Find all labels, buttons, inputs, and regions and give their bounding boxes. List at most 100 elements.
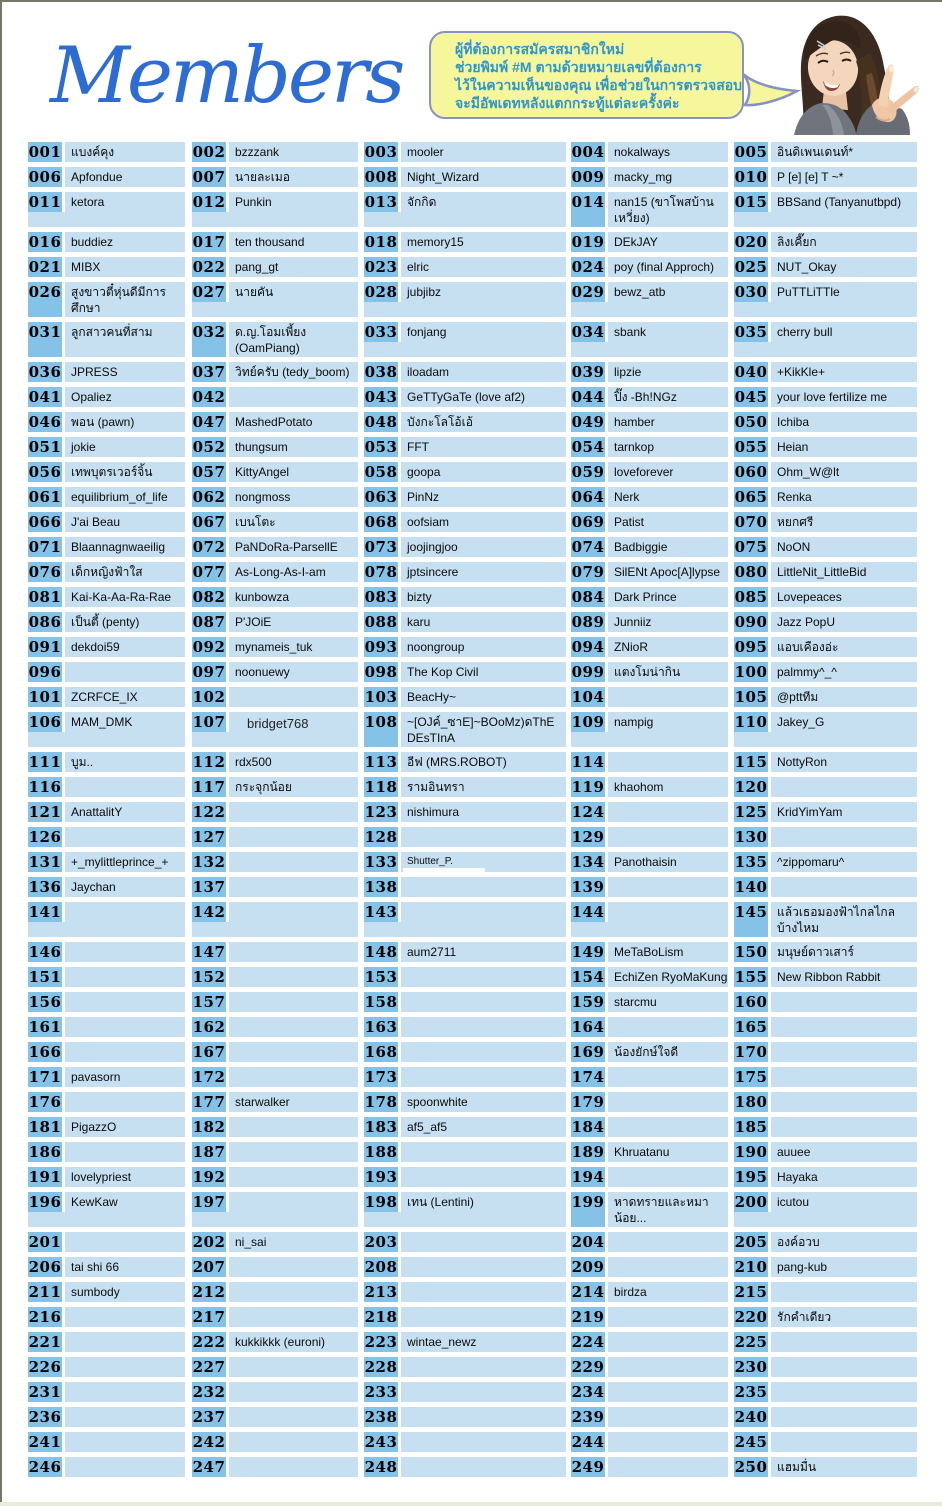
member-name: pavasorn bbox=[71, 1070, 121, 1084]
member-number: 052 bbox=[192, 437, 229, 457]
member-name: jubjibz bbox=[407, 285, 442, 299]
member-name: เทพบุตรเวอร์จิ้น bbox=[71, 465, 153, 479]
member-cell: 133 Shutter_P. bbox=[364, 852, 566, 872]
member-number: 236 bbox=[28, 1407, 65, 1427]
member-number: 140 bbox=[734, 877, 771, 897]
member-number: 084 bbox=[571, 587, 608, 607]
member-number: 128 bbox=[364, 827, 401, 847]
member-cell: 009 macky_mg bbox=[571, 167, 728, 187]
member-cell: 203 bbox=[364, 1232, 566, 1252]
member-name: starwalker bbox=[235, 1095, 290, 1109]
member-name: NottyRon bbox=[777, 755, 828, 769]
member-name: LittleNit_LittleBid bbox=[777, 565, 867, 579]
member-cell: 043 GeTTyGaTe (love af2) bbox=[364, 387, 566, 407]
member-cell: 057 KittyAngel bbox=[192, 462, 358, 482]
member-name: จักกิด bbox=[407, 195, 437, 209]
member-cell: 019 DEkJAY bbox=[571, 232, 728, 252]
member-cell: 029 bewz_atb bbox=[571, 282, 728, 317]
member-name: ketora bbox=[71, 195, 105, 209]
member-name: ลูกสาวคนที่สาม bbox=[71, 325, 153, 339]
member-name: อีฟ (MRS.ROBOT) bbox=[407, 755, 507, 769]
member-number: 188 bbox=[364, 1142, 401, 1162]
member-number: 162 bbox=[192, 1017, 229, 1037]
member-name bbox=[65, 1382, 185, 1402]
member-cell: 120 bbox=[734, 777, 917, 797]
member-number: 065 bbox=[734, 487, 771, 507]
member-number: 061 bbox=[28, 487, 65, 507]
member-name bbox=[608, 902, 728, 937]
member-name bbox=[608, 1257, 728, 1277]
member-name bbox=[65, 1042, 185, 1062]
member-number: 115 bbox=[734, 752, 771, 772]
member-number: 226 bbox=[28, 1357, 65, 1377]
member-number: 006 bbox=[28, 167, 65, 187]
brow-right bbox=[839, 51, 851, 55]
member-name bbox=[229, 1167, 358, 1187]
member-name: palmmy^_^ bbox=[777, 665, 837, 679]
member-name: birdza bbox=[614, 1285, 647, 1299]
member-cell: 013 จักกิด bbox=[364, 192, 566, 227]
member-name: @pttทีม bbox=[777, 690, 819, 704]
member-number: 040 bbox=[734, 362, 771, 382]
member-cell: 189 Khruatanu bbox=[571, 1142, 728, 1162]
member-number: 007 bbox=[192, 167, 229, 187]
member-name: บังกะโลโอ้เอ้ bbox=[407, 415, 473, 429]
member-name: Jaychan bbox=[71, 880, 116, 894]
member-cell: 200 icutou bbox=[734, 1192, 917, 1227]
member-name bbox=[771, 827, 917, 847]
member-name: บูม.. bbox=[71, 755, 94, 769]
member-name: ZCRFCE_IX bbox=[71, 690, 138, 704]
member-name: แอบเคืองอ่ะ bbox=[777, 640, 839, 654]
member-number: 049 bbox=[571, 412, 608, 432]
member-number: 101 bbox=[28, 687, 65, 707]
member-name bbox=[401, 1382, 566, 1402]
member-name bbox=[65, 967, 185, 987]
member-name: rdx500 bbox=[235, 755, 272, 769]
member-name bbox=[401, 1257, 566, 1277]
bangs bbox=[803, 20, 861, 61]
member-name: af5_af5 bbox=[407, 1120, 448, 1134]
member-cell: 249 bbox=[571, 1457, 728, 1477]
member-number: 244 bbox=[571, 1432, 608, 1452]
member-name: tarnkop bbox=[614, 440, 655, 454]
member-name bbox=[229, 1357, 358, 1377]
member-number: 213 bbox=[364, 1282, 401, 1302]
member-cell: 152 bbox=[192, 967, 358, 987]
member-number: 149 bbox=[571, 942, 608, 962]
member-number: 032 bbox=[192, 322, 229, 357]
member-number: 137 bbox=[192, 877, 229, 897]
member-name: New Ribbon Rabbit bbox=[777, 970, 881, 984]
member-cell: 097 noonuewy bbox=[192, 662, 358, 682]
member-cell: 167 bbox=[192, 1042, 358, 1062]
member-number: 201 bbox=[28, 1232, 65, 1252]
member-number: 019 bbox=[571, 232, 608, 252]
member-name: joojingjoo bbox=[407, 540, 458, 554]
member-name: oofsiam bbox=[407, 515, 450, 529]
member-number: 054 bbox=[571, 437, 608, 457]
member-number: 102 bbox=[192, 687, 229, 707]
member-name bbox=[401, 992, 566, 1012]
member-cell: 067 เบนโตะ bbox=[192, 512, 358, 532]
member-cell: 062 nongmoss bbox=[192, 487, 358, 507]
member-number: 118 bbox=[364, 777, 401, 797]
member-number: 109 bbox=[571, 712, 608, 732]
member-number: 210 bbox=[734, 1257, 771, 1277]
member-cell: 121 AnattalitY bbox=[28, 802, 185, 822]
member-cell: 039 lipzie bbox=[571, 362, 728, 382]
member-cell: 177 starwalker bbox=[192, 1092, 358, 1112]
member-cell: 127 bbox=[192, 827, 358, 847]
member-cell: 246 bbox=[28, 1457, 185, 1477]
member-cell: 185 bbox=[734, 1117, 917, 1137]
member-number: 034 bbox=[571, 322, 608, 342]
member-number: 196 bbox=[28, 1192, 65, 1212]
member-name bbox=[65, 1357, 185, 1377]
member-cell: 162 bbox=[192, 1017, 358, 1037]
member-name: เป็นตี้ (penty) bbox=[71, 615, 140, 629]
member-cell: 037 วิทย์ครับ (tedy_boom) bbox=[192, 362, 358, 382]
member-name: องค์อวบ bbox=[777, 1235, 820, 1249]
member-name: KewKaw bbox=[71, 1195, 118, 1209]
announcement-speech-bubble: ผู้ที่ต้องการสมัครสมาชิกใหม่ ช่วยพิมพ์ #… bbox=[429, 31, 744, 119]
member-number: 050 bbox=[734, 412, 771, 432]
member-cell: 126 bbox=[28, 827, 185, 847]
member-name bbox=[65, 1017, 185, 1037]
